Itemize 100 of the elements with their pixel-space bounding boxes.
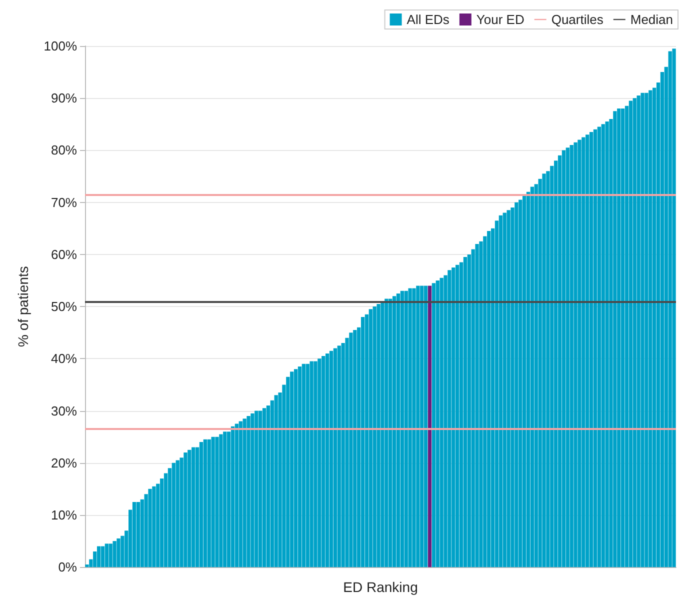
bar <box>487 230 491 568</box>
bar <box>329 350 334 568</box>
bar <box>589 132 594 568</box>
bar <box>294 369 298 568</box>
y-tick-label: 90% <box>50 90 78 106</box>
bar <box>238 421 242 568</box>
y-tick-label: 30% <box>50 403 78 418</box>
bar <box>100 546 105 568</box>
bar <box>586 134 590 568</box>
bar <box>416 286 420 568</box>
bar <box>597 126 601 568</box>
bar <box>593 129 598 568</box>
bar <box>322 356 326 568</box>
bar <box>436 280 440 568</box>
bar <box>578 140 582 568</box>
bar <box>211 436 215 568</box>
bar <box>628 100 632 568</box>
bar <box>672 48 676 568</box>
bar <box>219 434 223 568</box>
bar <box>290 372 294 568</box>
bar <box>207 439 211 568</box>
bar <box>230 426 235 568</box>
legend-label: All EDs <box>406 12 450 27</box>
bar <box>448 270 452 568</box>
bar <box>172 462 176 568</box>
bar <box>215 436 219 568</box>
legend-label: Your ED <box>476 12 524 27</box>
y-tick-label: 80% <box>50 142 78 158</box>
bar <box>396 294 400 568</box>
bar <box>542 174 546 568</box>
legend-label: Median <box>630 12 674 27</box>
bar <box>400 290 404 568</box>
bar <box>298 366 302 568</box>
bar <box>636 96 640 568</box>
bar <box>432 283 436 568</box>
bar <box>613 111 617 568</box>
y-axis-title: % of patients <box>15 266 31 348</box>
bar <box>408 288 412 568</box>
bar <box>530 186 534 568</box>
bar <box>360 316 365 568</box>
bar <box>302 364 306 568</box>
bar <box>148 488 152 568</box>
bar <box>353 330 357 568</box>
bar <box>380 301 384 568</box>
bar <box>648 90 652 568</box>
bar <box>424 286 428 568</box>
bar <box>310 361 314 568</box>
bar <box>136 502 140 568</box>
bar <box>404 290 408 568</box>
bar <box>463 257 468 568</box>
bar <box>112 541 116 568</box>
bar <box>108 544 112 568</box>
bar <box>314 361 318 568</box>
bar <box>192 447 196 568</box>
bar <box>250 413 254 568</box>
bar <box>570 145 574 568</box>
bar <box>452 267 456 568</box>
bar <box>506 210 510 568</box>
bar <box>104 544 108 568</box>
bar <box>376 304 380 568</box>
bar <box>242 418 246 568</box>
bar <box>258 410 262 568</box>
bar <box>601 124 605 568</box>
bar <box>199 442 204 568</box>
bar <box>502 212 506 568</box>
bar <box>388 298 392 568</box>
bar <box>420 286 424 568</box>
bar <box>632 98 636 568</box>
bar <box>372 306 376 568</box>
bar <box>152 486 156 568</box>
bar <box>644 92 648 568</box>
bar <box>522 194 526 568</box>
bar <box>640 92 644 568</box>
bar <box>621 108 625 568</box>
x-axis-title: ED Ranking <box>343 579 418 595</box>
bar <box>306 364 310 568</box>
bar <box>274 395 278 568</box>
bar <box>574 142 578 568</box>
y-tick-label: 50% <box>50 299 78 314</box>
bar <box>384 298 388 568</box>
y-tick-label: 0% <box>58 560 78 575</box>
bar <box>428 286 432 568</box>
y-tick-label: 20% <box>50 455 78 470</box>
bar <box>368 309 372 568</box>
bar <box>176 460 180 568</box>
bar <box>412 288 416 568</box>
bar <box>440 278 444 568</box>
bar <box>475 244 479 568</box>
bar <box>337 346 341 568</box>
y-tick-label: 60% <box>50 246 78 262</box>
y-tick-label: 10% <box>50 507 78 522</box>
bar <box>132 502 136 568</box>
bar <box>234 424 238 568</box>
bar <box>392 296 396 568</box>
bar <box>518 200 522 568</box>
bar <box>456 264 460 568</box>
bar <box>254 410 258 568</box>
y-tick-label: 40% <box>50 351 78 366</box>
bar <box>223 432 227 568</box>
bar <box>203 439 207 568</box>
